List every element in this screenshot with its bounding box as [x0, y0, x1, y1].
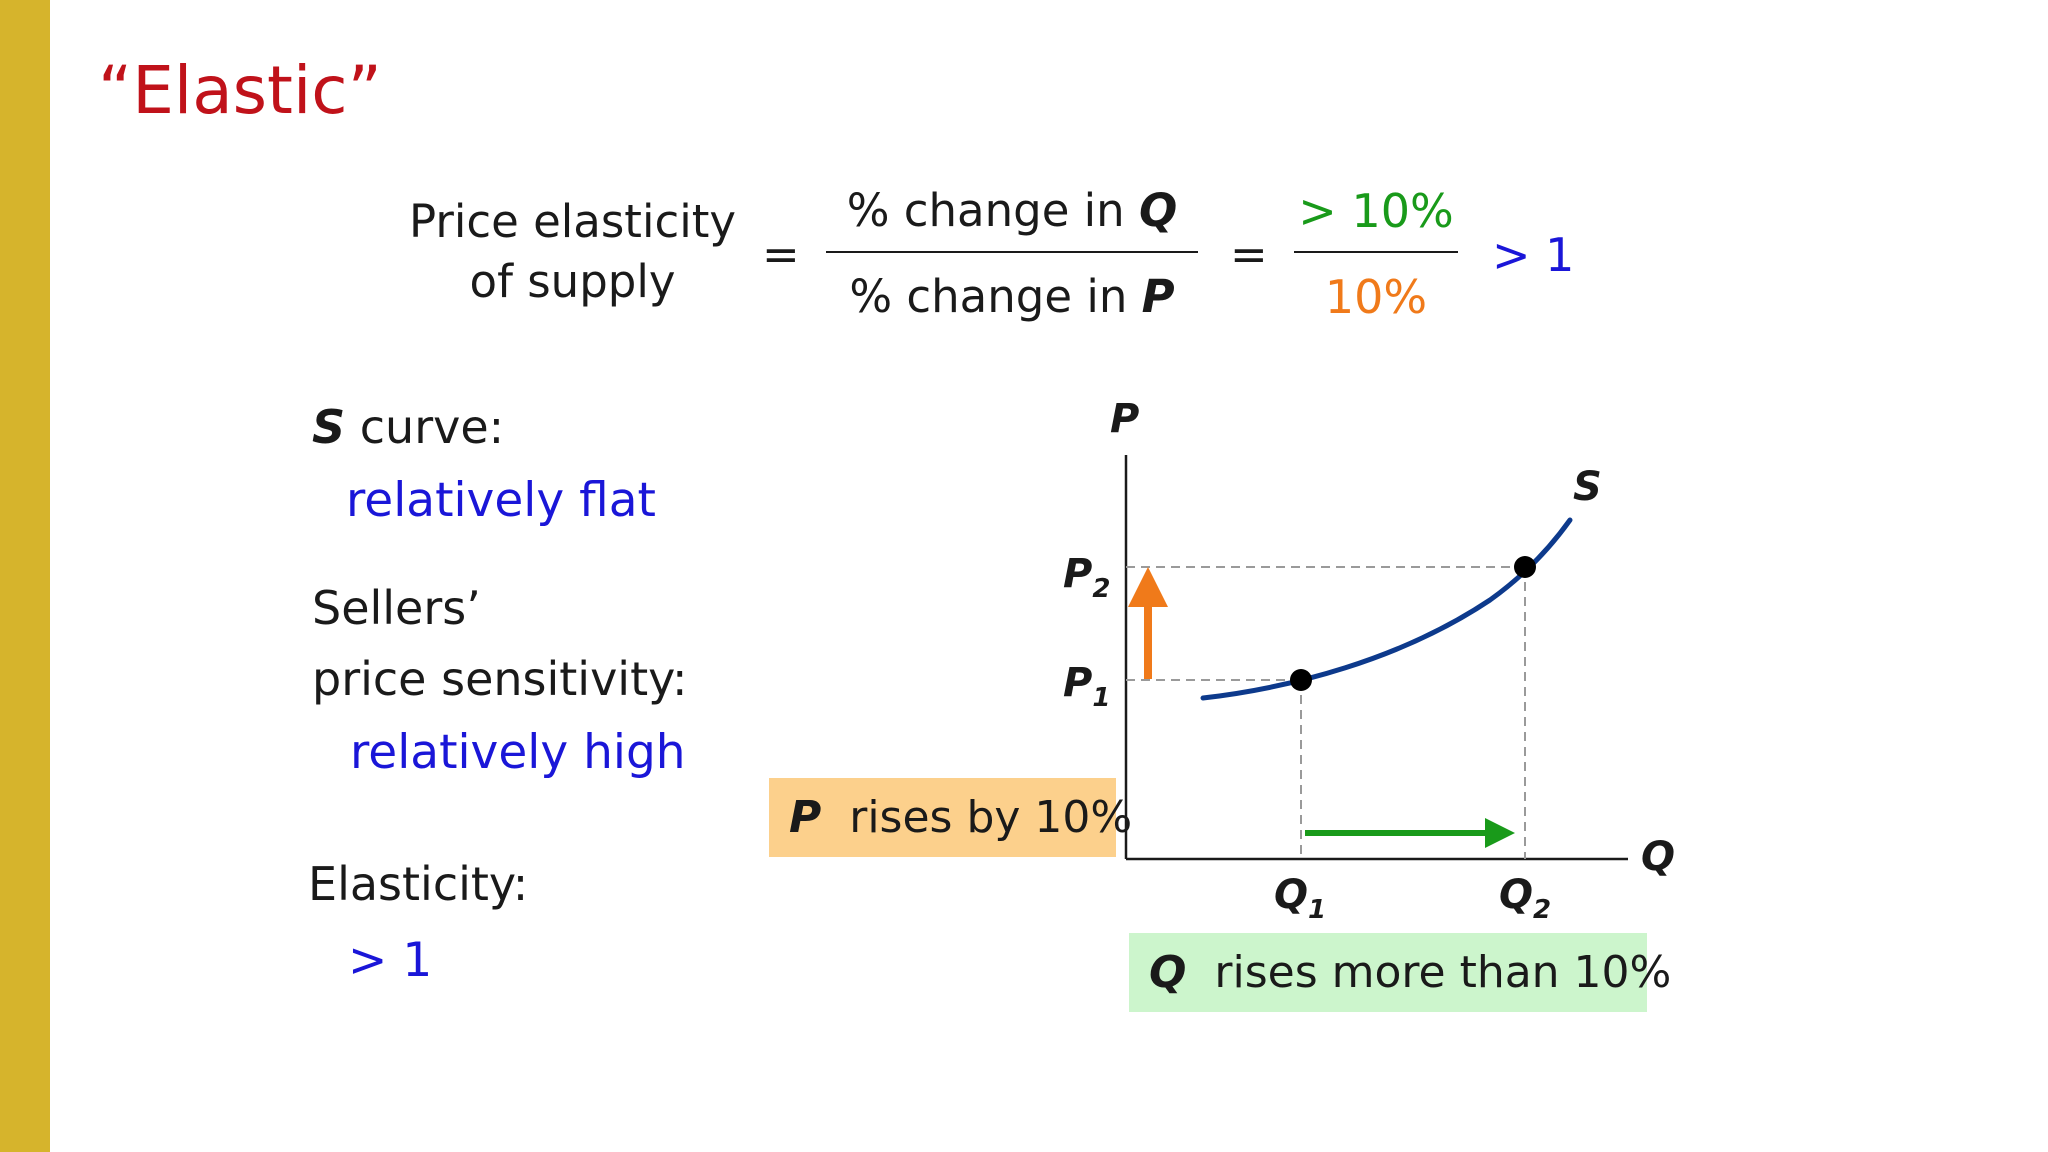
x-axis-label: Q [1641, 834, 1675, 880]
p-rises-box: P rises by 10% [769, 778, 1132, 857]
point-p2-q2 [1514, 556, 1536, 578]
sellers-label-line1: Sellers’ [312, 581, 481, 635]
sidebar-accent [0, 0, 50, 1152]
fraction-numerator: % change in Q [826, 188, 1198, 233]
numerator-prefix: % change in [846, 184, 1140, 237]
q-rises-label: rises more than 10% [1214, 947, 1672, 998]
s-curve-value: relatively flat [346, 473, 656, 528]
sellers-label-line2: price sensitivity: [312, 652, 688, 706]
supply-curve-label: S [1573, 464, 1602, 510]
equals-sign-2: = [1230, 228, 1268, 281]
formula-label-line1: Price elasticity [409, 195, 736, 248]
formula-label: Price elasticity of supply [400, 192, 745, 313]
formula-result: > 1 [1492, 228, 1575, 282]
point-p1-q1 [1290, 669, 1312, 691]
q1-label: Q1 [1274, 872, 1326, 925]
slide-title: “Elastic” [98, 52, 382, 129]
value-fraction-bar [1294, 251, 1458, 253]
equals-sign-1: = [762, 228, 800, 281]
elasticity-label: Elasticity: [308, 857, 529, 911]
denominator-var: P [1141, 270, 1175, 323]
y-axis-label: P [1110, 396, 1139, 442]
q-rises-box: Q rises more than 10% [1129, 933, 1671, 1012]
p-rises-label: rises by 10% [849, 792, 1133, 843]
q-rises-text: Q rises more than 10% [1149, 951, 1671, 995]
fraction-bar [826, 251, 1198, 253]
q-rises-var: Q [1149, 947, 1187, 998]
sensitivity-value: relatively high [350, 725, 686, 780]
value-numerator: > 10% [1298, 184, 1454, 238]
p2-label: P2 [1063, 551, 1110, 604]
s-curve-label: S curve: [312, 404, 504, 450]
numerator-var: Q [1139, 184, 1178, 237]
s-curve-text: curve: [345, 400, 505, 454]
q2-label: Q2 [1499, 872, 1551, 925]
s-curve-var: S [312, 400, 346, 454]
elasticity-value: > 1 [348, 933, 433, 988]
formula-label-line2: of supply [469, 255, 676, 309]
p-rises-text: P rises by 10% [789, 796, 1132, 840]
fraction-denominator: % change in P [826, 274, 1198, 319]
supply-curve [1200, 517, 1573, 701]
denominator-prefix: % change in [849, 270, 1142, 323]
p-rises-var: P [789, 792, 822, 843]
p1-label: P1 [1063, 660, 1110, 713]
value-denominator: 10% [1324, 270, 1428, 324]
